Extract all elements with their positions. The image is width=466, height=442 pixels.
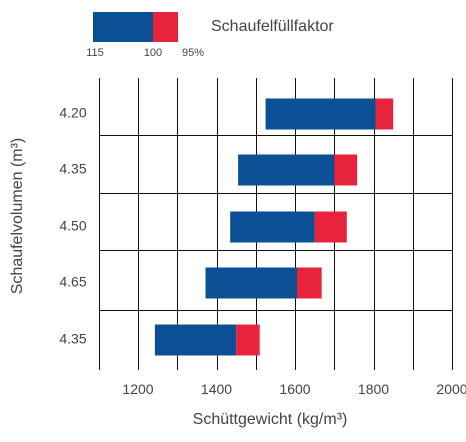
bar-blue-0	[265, 98, 376, 130]
x-tick-label: 2000	[436, 381, 466, 397]
legend: Schaufelfüllfaktor 115 100 95%	[86, 12, 334, 59]
bar-red-4	[236, 324, 260, 356]
bars	[154, 98, 394, 356]
legend-title: Schaufelfüllfaktor	[211, 18, 334, 35]
x-tick-labels: 1200 1400 1600 1800 2000	[122, 381, 466, 397]
bar-red-0	[375, 98, 394, 130]
bar-red-3	[297, 267, 322, 299]
legend-label-115: 115	[86, 47, 104, 59]
legend-label-95: 95%	[182, 47, 204, 59]
x-tick-label: 1600	[279, 381, 310, 397]
y-tick-label: 4.35	[59, 161, 86, 177]
y-tick-labels: 4.20 4.35 4.50 4.65 4.35	[59, 105, 86, 347]
bar-blue-3	[205, 267, 297, 299]
y-axis-label: Schaufelvolumen (m³)	[9, 138, 26, 295]
bar-blue-4	[154, 324, 237, 356]
legend-swatch-red	[153, 12, 178, 42]
x-tick-label: 1800	[358, 381, 389, 397]
legend-swatch-blue	[93, 12, 153, 42]
bar-red-1	[334, 154, 358, 186]
x-axis-label: Schüttgewicht (kg/m³)	[193, 411, 348, 428]
legend-label-100: 100	[144, 47, 162, 59]
y-tick-label: 4.20	[59, 105, 86, 121]
bar-red-2	[314, 211, 347, 243]
y-tick-label: 4.65	[59, 274, 86, 290]
x-tick-label: 1400	[201, 381, 232, 397]
bar-blue-2	[230, 211, 315, 243]
y-tick-label: 4.50	[59, 218, 86, 234]
y-tick-label: 4.35	[59, 331, 86, 347]
x-tick-label: 1200	[122, 381, 153, 397]
bar-blue-1	[238, 154, 335, 186]
